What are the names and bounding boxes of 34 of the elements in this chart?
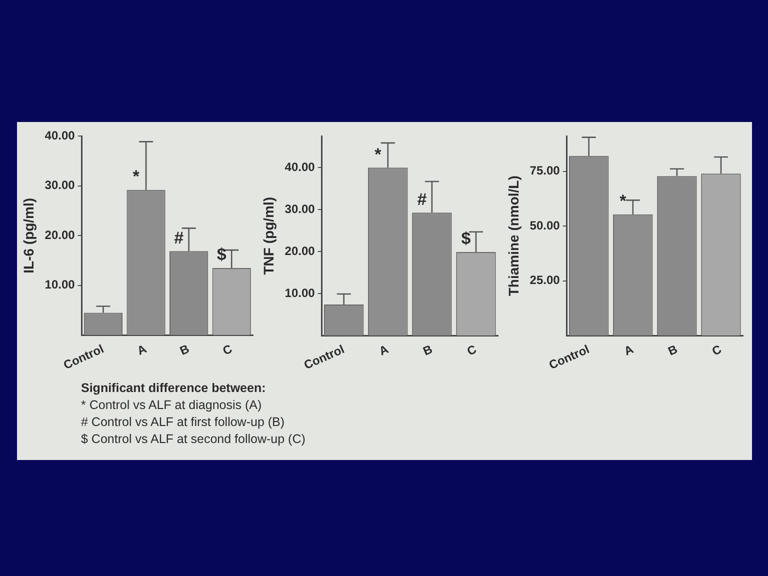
x-tick-label: B bbox=[420, 342, 435, 358]
y-tick-label: 30.00 bbox=[44, 178, 76, 192]
x-tick-label: B bbox=[178, 342, 192, 358]
y-tick-label: 50.00 bbox=[530, 218, 560, 232]
text: Significant difference between: bbox=[81, 380, 267, 397]
y-tick-label: 40.00 bbox=[284, 160, 316, 174]
annotation: * bbox=[620, 192, 627, 211]
text: $ Control vs ALF at second follow-up (C) bbox=[81, 431, 306, 448]
y-axis-title: Thiamine (nmol/L) bbox=[505, 176, 522, 296]
y-tick-label: 20.00 bbox=[284, 244, 316, 258]
y-axis-title: TNF (pg/ml) bbox=[260, 196, 276, 275]
y-tick-label: 10.00 bbox=[44, 278, 76, 292]
y-tick-label: 40.00 bbox=[44, 128, 76, 143]
annotation: $ bbox=[461, 229, 472, 248]
y-tick-label: 75.00 bbox=[530, 164, 560, 178]
x-tick-label: A bbox=[376, 342, 391, 358]
annotation: $ bbox=[216, 245, 227, 264]
x-tick-label: B bbox=[666, 342, 680, 358]
annotation: # bbox=[174, 228, 184, 248]
y-tick-label: 30.00 bbox=[284, 202, 316, 216]
x-tick-label: A bbox=[622, 342, 636, 358]
text: * Control vs ALF at diagnosis (A) bbox=[81, 397, 263, 414]
y-tick-label: 10.00 bbox=[284, 286, 316, 300]
x-tick-label: C bbox=[710, 342, 724, 358]
text: # Control vs ALF at first follow-up (B) bbox=[81, 414, 286, 431]
x-tick-label: C bbox=[220, 342, 235, 358]
y-tick-label: 20.00 bbox=[44, 228, 76, 242]
y-tick-label: 25.00 bbox=[530, 273, 560, 288]
annotation: * bbox=[374, 144, 382, 164]
x-tick-label: A bbox=[134, 342, 149, 358]
y-axis-title: IL-6 (pg/ml) bbox=[20, 198, 36, 274]
annotation: # bbox=[417, 190, 428, 209]
annotation: * bbox=[132, 167, 140, 186]
x-tick-label: C bbox=[464, 342, 479, 358]
